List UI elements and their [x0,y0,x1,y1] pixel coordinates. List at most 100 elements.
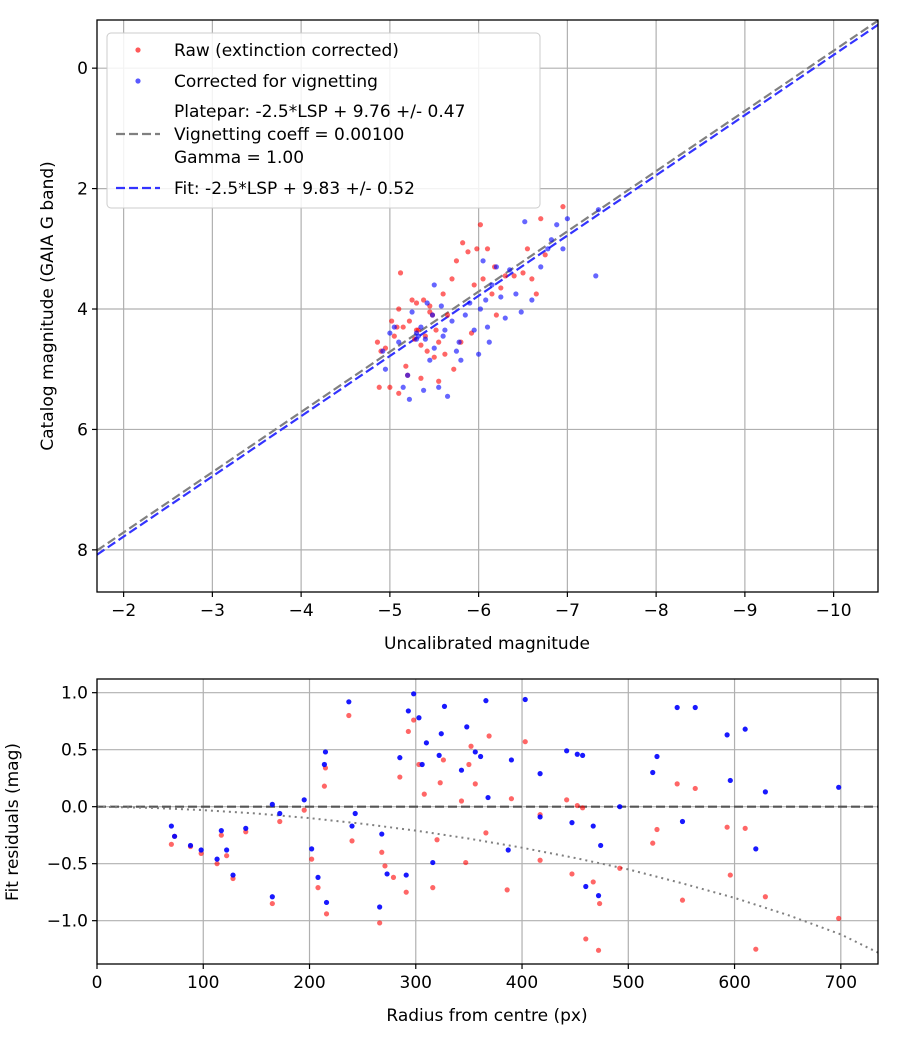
corrected-point [391,324,397,330]
top-y-tick-label: 0 [77,59,88,79]
corrected-residual-point [423,740,430,746]
raw-point [396,390,402,396]
corrected-residual-point [168,823,174,829]
corrected-point [476,351,482,357]
raw-residual-point [468,743,474,749]
corrected-residual-point [595,893,602,899]
raw-residual-point [377,920,383,926]
raw-point [520,270,526,276]
raw-residual-point [724,824,730,830]
raw-residual-point [580,805,586,811]
corrected-residual-point [441,703,448,709]
raw-point [484,246,491,252]
corrected-point [382,366,389,372]
corrected-point [429,312,436,318]
corrected-residual-point [458,767,465,773]
raw-point [433,327,439,333]
raw-residual-point [617,865,623,871]
bottom-x-tick-label: 200 [293,973,325,993]
bottom-x-tick-label: 400 [506,973,538,993]
raw-point [449,276,455,282]
corrected-residual-point [537,814,543,820]
bottom-reference-lines [97,805,878,954]
raw-point [489,291,495,297]
bottom-x-tick-label: 300 [400,973,432,993]
raw-residual-point [574,802,580,809]
raw-residual-point [483,830,489,836]
top-fit-lines [97,20,878,556]
raw-residual-point [508,796,515,802]
bottom-x-tick-label: 700 [825,973,857,993]
corrected-residual-point [580,752,586,758]
raw-residual-point [742,825,748,831]
corrected-point [418,324,424,330]
corrected-point [538,264,544,270]
bottom-y-tick-label: −1.0 [47,912,88,932]
raw-point [436,378,442,384]
vignetting-curve [97,805,878,954]
raw-residual-point [463,859,469,866]
corrected-residual-point [405,708,411,714]
raw-residual-point [458,798,465,804]
raw-point [376,384,382,390]
corrected-residual-point [352,810,358,817]
bottom-x-tick-label: 100 [187,973,219,993]
corrected-residual-point [224,847,230,853]
top-y-tick-label: 4 [77,300,88,320]
raw-point [529,276,535,282]
raw-residual-point [692,785,698,792]
raw-residual-point [679,897,686,903]
raw-residual-point [440,757,447,763]
raw-residual-point [753,946,759,952]
raw-residual-point [382,863,388,869]
top-x-tick-label: −4 [289,601,314,621]
top-y-tick-label: 2 [77,180,88,200]
top-y-label: Catalog magnitude (GAIA G band) [38,161,58,451]
legend-box [106,32,541,209]
raw-residual-point [437,780,443,786]
bottom-residuals-panel: 0 100 200 300 400 500 600 700 1.0 0.5 0.0 −0.5 −1.0… [3,678,879,1026]
raw-residual-point [301,807,307,813]
corrected-point [486,339,492,345]
top-y-ticks: 0 2 4 6 8 [77,59,97,561]
corrected-residual-point [742,726,748,732]
legend-raw-marker [135,47,141,53]
corrected-point [380,348,386,354]
corrected-residual-point [430,859,436,866]
raw-point [400,324,406,330]
corrected-residual-point [322,749,329,755]
raw-residual-point [277,818,283,825]
corrected-residual-point [243,825,249,831]
corrected-point [405,372,411,378]
bottom-y-tick-label: 1.0 [61,684,88,704]
corrected-point [462,312,468,318]
raw-residual-point [346,712,352,719]
corrected-point [477,306,483,312]
corrected-point [518,309,524,315]
corrected-point [522,219,528,225]
corrected-residual-point [214,856,220,862]
top-x-tick-label: −8 [644,601,669,621]
corrected-point [554,222,560,228]
bottom-frame [96,678,879,965]
corrected-residual-point [377,904,383,910]
corrected-residual-point [650,769,656,776]
corrected-point [431,345,437,351]
corrected-point [427,357,433,363]
raw-point [396,306,402,312]
raw-residual-point [321,783,327,789]
corrected-residual-point [397,755,403,761]
raw-point [533,291,539,297]
raw-residual-point [569,871,575,877]
raw-residual-point [349,838,355,844]
corrected-residual-point [301,797,307,803]
corrected-residual-point [464,724,470,730]
raw-residual-point [654,826,660,833]
raw-residual-point [762,894,768,900]
raw-point [542,252,548,258]
legend-corrected-label: Corrected for vignetting [174,72,378,92]
raw-point [465,249,471,255]
corrected-residual-point [477,753,484,760]
top-y-tick-label: 6 [77,420,88,440]
